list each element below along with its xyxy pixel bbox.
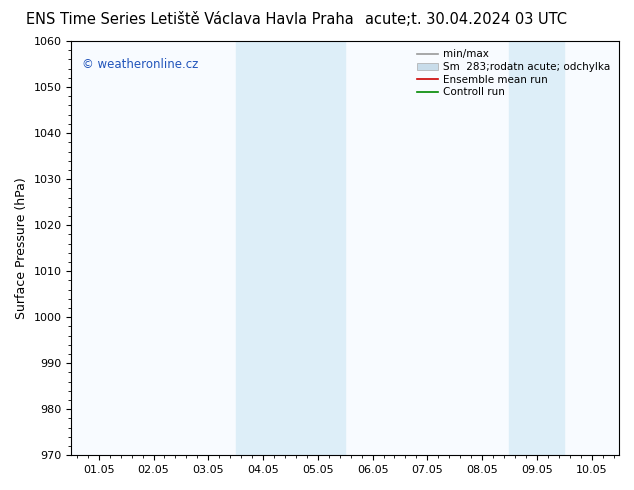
Text: © weatheronline.cz: © weatheronline.cz: [82, 58, 198, 71]
Legend: min/max, Sm  283;rodatn acute; odchylka, Ensemble mean run, Controll run: min/max, Sm 283;rodatn acute; odchylka, …: [414, 46, 614, 100]
Y-axis label: Surface Pressure (hPa): Surface Pressure (hPa): [15, 177, 28, 319]
Text: acute;t. 30.04.2024 03 UTC: acute;t. 30.04.2024 03 UTC: [365, 12, 567, 27]
Bar: [290, 41, 345, 455]
Bar: [510, 41, 564, 455]
Text: ENS Time Series Letiště Václava Havla Praha: ENS Time Series Letiště Václava Havla Pr…: [27, 12, 354, 27]
Bar: [236, 41, 290, 455]
